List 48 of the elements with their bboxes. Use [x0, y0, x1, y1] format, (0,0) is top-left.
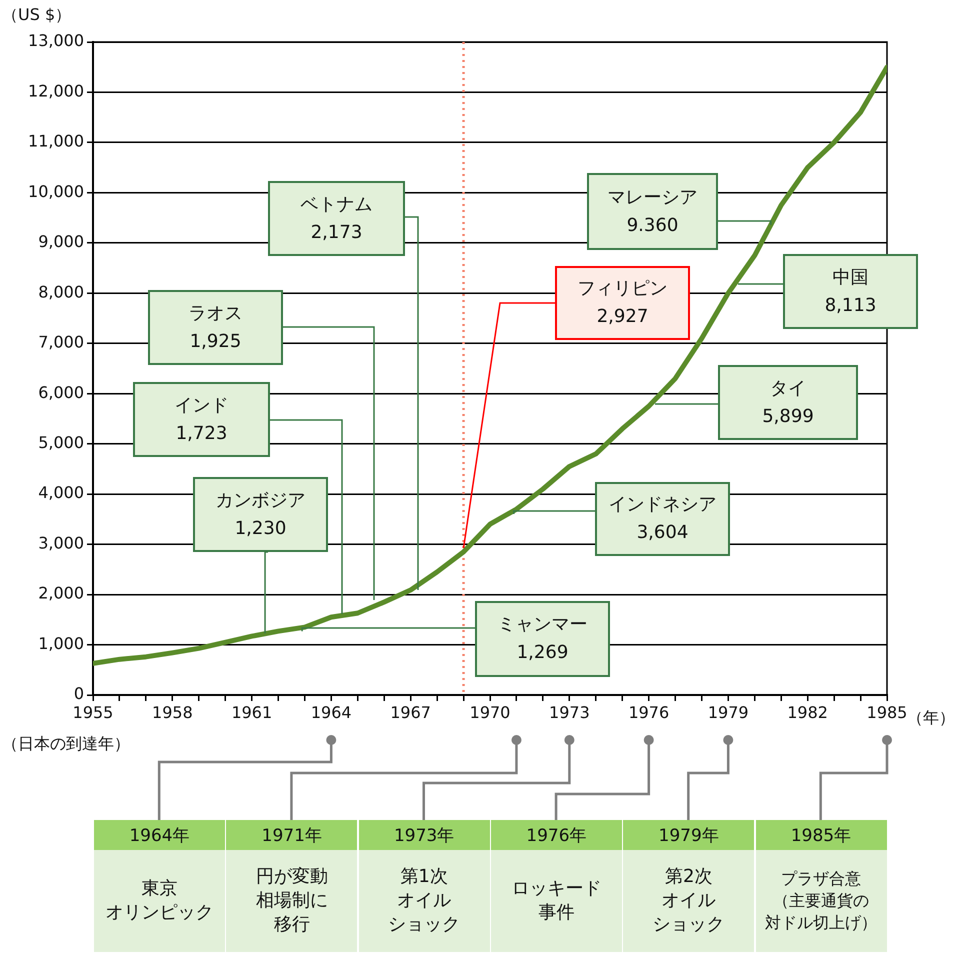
x-tick-label: 1970: [470, 702, 510, 722]
y-axis-title: （US $）: [2, 5, 72, 24]
y-tick-label: 9,000: [38, 232, 84, 252]
x-tick-label: 1982: [787, 702, 828, 722]
callout-box: ベトナム 2,173: [268, 181, 405, 256]
y-tick-label: 3,000: [38, 533, 84, 552]
y-tick-label: 6,000: [38, 382, 84, 402]
y-tick-label: 10,000: [28, 182, 84, 201]
callout-box: カンボジア 1,230: [193, 477, 328, 552]
x-tick-label: 1976: [628, 702, 670, 722]
x-tick-label: 1979: [708, 702, 749, 722]
callout-box: タイ 5,899: [718, 365, 858, 440]
callout-box: 中国 8,113: [783, 254, 918, 329]
y-tick-label: 1,000: [38, 634, 84, 653]
x-tick-label: 1961: [231, 702, 272, 722]
annotation: タイ 5,899: [762, 376, 814, 428]
x-tick-label: 1967: [390, 702, 431, 722]
y-tick-label: 2,000: [38, 584, 84, 603]
annotation: ラオス 1,925: [188, 302, 242, 354]
y-tick-label: 8,000: [38, 282, 84, 302]
y-tick-label: 13,000: [28, 31, 84, 50]
annotation: カンボジア 1,230: [216, 488, 306, 540]
annotation: マレーシア 9.360: [608, 186, 698, 238]
callout-box: インドネシア 3,604: [595, 482, 730, 556]
x-tick-label: 1958: [152, 702, 193, 722]
y-tick-label: 4,000: [38, 483, 84, 502]
x-tick-label: 1973: [549, 702, 590, 722]
annotation: ミャンマー 1,269: [498, 613, 588, 665]
x-tick-label: 1955: [72, 702, 114, 722]
y-tick-label: 5,000: [38, 433, 84, 452]
callout-box: フィリピン 2,927: [555, 266, 690, 340]
x-axis-title: （年）: [907, 708, 955, 728]
y-tick-label: 0: [74, 684, 84, 704]
callout-box: インド 1,723: [133, 382, 270, 457]
y-tick-label: 11,000: [28, 132, 84, 151]
y-tick-label: 7,000: [38, 332, 84, 352]
y-tick-label: 12,000: [28, 81, 84, 100]
x-tick-label: 1964: [310, 702, 352, 722]
annotation: フィリピン 2,927: [578, 277, 668, 329]
callout-box: マレーシア 9.360: [587, 173, 718, 250]
text: （日本の到達年）: [2, 734, 130, 754]
annotation: 中国 8,113: [824, 266, 876, 318]
callout-box: ラオス 1,925: [148, 290, 283, 365]
annotation: インドネシア 3,604: [608, 493, 716, 545]
annotation: ベトナム 2,173: [300, 192, 372, 244]
x-tick-label: 1985: [866, 702, 908, 722]
callout-box: ミャンマー 1,269: [475, 601, 610, 677]
annotation: インド 1,723: [174, 394, 228, 446]
